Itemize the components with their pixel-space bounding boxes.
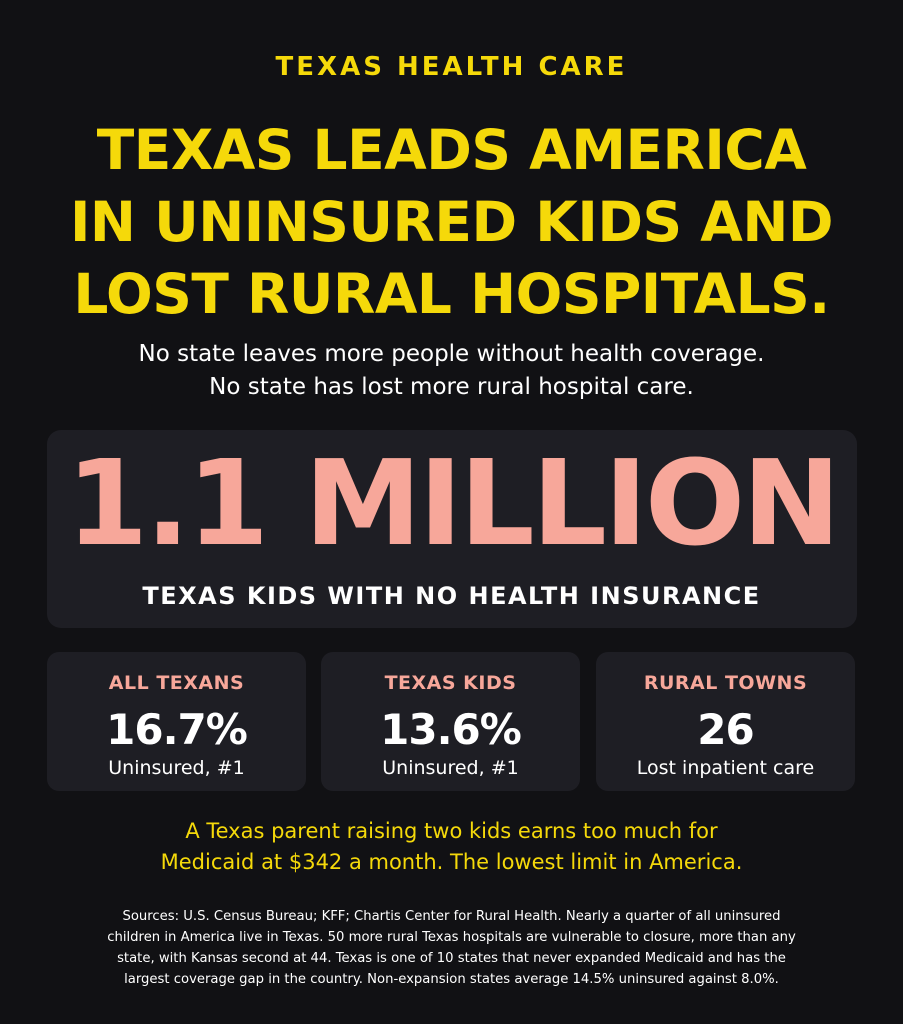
stat-card-all-texans: ALL TEXANS 16.7% Uninsured, #1 [47, 652, 306, 791]
callout-line-2: Medicaid at $342 a month. The lowest lim… [160, 850, 743, 874]
stat-card-texas-kids: TEXAS KIDS 13.6% Uninsured, #1 [321, 652, 580, 791]
subhead-line-2: No state has lost more rural hospital ca… [209, 374, 694, 400]
headline-line-2: IN UNINSURED KIDS AND [69, 190, 834, 254]
hero-label: TEXAS KIDS WITH NO HEALTH INSURANCE [142, 582, 761, 610]
stat-caption: Uninsured, #1 [108, 757, 245, 779]
hero-stat-card: 1.1 MILLION [47, 430, 857, 628]
medicaid-callout: A Texas parent raising two kids earns to… [0, 816, 903, 878]
headline-line-1: TEXAS LEADS AMERICA [96, 118, 807, 182]
sources-line-1: Sources: U.S. Census Bureau; KFF; Charti… [122, 909, 781, 924]
stat-title: RURAL TOWNS [643, 672, 808, 694]
subheadline: No state leaves more people without heal… [0, 338, 903, 404]
headline: TEXAS LEADS AMERICA IN UNINSURED KIDS AN… [0, 114, 903, 330]
stat-title: TEXAS KIDS [384, 672, 517, 694]
stat-value: 16.7% [106, 705, 248, 754]
eyebrow-label: TEXAS HEALTH CARE [275, 52, 628, 82]
sources-footnote: Sources: U.S. Census Bureau; KFF; Charti… [40, 906, 863, 990]
stat-title: ALL TEXANS [108, 672, 245, 694]
sources-line-2: children in America live in Texas. 50 mo… [107, 930, 796, 945]
stat-value: 26 [697, 705, 754, 754]
stat-caption: Lost inpatient care [636, 757, 815, 779]
hero-number: 1.1 MILLION [66, 434, 841, 572]
subhead-line-1: No state leaves more people without heal… [138, 341, 765, 367]
sources-line-3: state, with Kansas second at 44. Texas i… [117, 951, 786, 966]
sources-line-4: largest coverage gap in the country. Non… [124, 972, 779, 987]
stat-caption: Uninsured, #1 [382, 757, 519, 779]
stat-card-rural-towns: RURAL TOWNS 26 Lost inpatient care [596, 652, 855, 791]
headline-line-3: LOST RURAL HOSPITALS. [73, 262, 830, 326]
callout-line-1: A Texas parent raising two kids earns to… [185, 819, 718, 843]
stat-value: 13.6% [380, 705, 522, 754]
